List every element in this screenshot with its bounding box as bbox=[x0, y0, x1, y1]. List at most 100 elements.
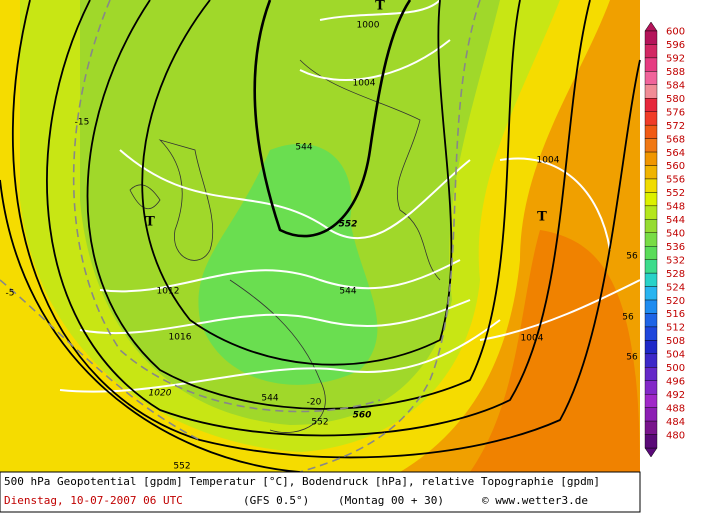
pressure-center-label: T bbox=[145, 215, 155, 230]
colorbar-label: 588 bbox=[666, 67, 685, 78]
colorbar-label: 520 bbox=[666, 296, 685, 307]
colorbar-swatch bbox=[644, 219, 658, 233]
pressure-center-label: T bbox=[537, 210, 547, 225]
footer-description: 500 hPa Geopotential [gpdm] Temperatur [… bbox=[4, 475, 600, 488]
pressure-center-label: T bbox=[375, 0, 385, 14]
colorbar-label: 536 bbox=[666, 242, 685, 253]
colorbar-swatch bbox=[644, 326, 658, 341]
colorbar-label: 516 bbox=[666, 309, 685, 320]
contour-label: 1004 bbox=[521, 334, 544, 344]
colorbar-label: 488 bbox=[666, 403, 685, 414]
colorbar-label: 552 bbox=[666, 188, 685, 199]
colorbar-label: 508 bbox=[666, 336, 685, 347]
colorbar-swatch bbox=[644, 272, 658, 287]
colorbar-swatch bbox=[644, 44, 658, 59]
colorbar-label: 576 bbox=[666, 107, 685, 118]
contour-label: 552 bbox=[339, 220, 358, 230]
contour-label: 544 bbox=[295, 143, 312, 153]
map: T T T 1000 1004 544 552 -15 -5 1012 1016… bbox=[0, 0, 641, 473]
contour-label: -15 bbox=[75, 118, 90, 128]
contour-label: 552 bbox=[311, 418, 328, 428]
colorbar-label: 560 bbox=[666, 161, 685, 172]
coastlines bbox=[129, 59, 441, 433]
colorbar-swatch bbox=[644, 165, 658, 180]
footer-run: (Montag 00 + 30) bbox=[338, 494, 444, 507]
contour-label: 544 bbox=[261, 394, 278, 404]
contour-label: 1004 bbox=[537, 156, 560, 166]
colorbar-label: 600 bbox=[666, 27, 685, 38]
warm-region bbox=[470, 230, 640, 472]
colorbar-swatch bbox=[644, 84, 658, 99]
colorbar-label: 504 bbox=[666, 350, 685, 361]
colorbar-swatch bbox=[644, 30, 658, 45]
colorbar-swatch bbox=[644, 232, 658, 247]
contour-label: 56 bbox=[626, 252, 638, 262]
colorbar-label: 532 bbox=[666, 255, 685, 266]
colorbar-swatch bbox=[644, 340, 658, 355]
contour-label: 56 bbox=[622, 313, 634, 323]
colorbar-label: 540 bbox=[666, 229, 685, 240]
isobars bbox=[59, 0, 641, 393]
colorbar-label: 592 bbox=[666, 54, 685, 65]
colorbar-swatch bbox=[644, 393, 658, 408]
colorbar-swatch bbox=[644, 380, 658, 395]
temperature-lines bbox=[0, 0, 481, 473]
colorbar-label: 564 bbox=[666, 148, 685, 159]
colorbar-swatch bbox=[644, 353, 658, 368]
colorbar-swatch bbox=[644, 313, 658, 328]
contour-label: 1012 bbox=[157, 287, 180, 297]
colorbar-label: 512 bbox=[666, 323, 685, 334]
colorbar-label: 492 bbox=[666, 390, 685, 401]
colorbar-swatch bbox=[644, 71, 658, 86]
colorbar-swatch bbox=[644, 138, 658, 153]
contour-label: 1016 bbox=[169, 333, 192, 343]
colorbar-arrow bbox=[644, 447, 658, 458]
colorbar-label: 524 bbox=[666, 282, 685, 293]
colorbar-label: 568 bbox=[666, 134, 685, 145]
contour-label: 560 bbox=[353, 411, 372, 421]
colorbar-label: 484 bbox=[666, 417, 685, 428]
footer-date: Dienstag, 10-07-2007 06 UTC bbox=[4, 494, 183, 507]
colorbar-swatch bbox=[644, 367, 658, 381]
contour-label: 56 bbox=[626, 353, 638, 363]
colorbar: 600 596 592 588 584 580 576 572 568 564 560 556 552 5… bbox=[644, 21, 685, 458]
colorbar-swatch bbox=[644, 151, 658, 166]
colorbar-swatch bbox=[644, 407, 658, 422]
colorbar-swatch bbox=[644, 98, 658, 112]
contour-label: -5 bbox=[6, 289, 15, 299]
contour-label: 1000 bbox=[357, 21, 380, 31]
footer-copyright: © www.wetter3.de bbox=[482, 494, 588, 507]
colorbar-swatch bbox=[644, 434, 658, 449]
colorbar-swatch bbox=[644, 57, 658, 72]
colorbar-swatch bbox=[644, 299, 658, 314]
contour-label: -20 bbox=[307, 398, 322, 408]
geopotential-lines bbox=[0, 0, 641, 473]
contour-label: 552 bbox=[173, 462, 190, 472]
colorbar-swatch bbox=[644, 124, 658, 139]
colorbar-label: 500 bbox=[666, 363, 685, 374]
colorbar-swatch bbox=[644, 178, 658, 193]
colorbar-swatch bbox=[644, 286, 658, 301]
colorbar-label: 496 bbox=[666, 376, 685, 387]
colorbar-swatch bbox=[644, 259, 658, 274]
colorbar-swatch bbox=[644, 192, 658, 207]
footer-box bbox=[0, 471, 641, 513]
colorbar-swatch bbox=[644, 111, 658, 126]
colorbar-label: 572 bbox=[666, 121, 685, 132]
colorbar-label: 548 bbox=[666, 202, 685, 213]
colorbar-arrow bbox=[644, 21, 658, 32]
footer-model: (GFS 0.5°) bbox=[243, 494, 309, 507]
colorbar-label: 544 bbox=[666, 215, 685, 226]
colorbar-swatch bbox=[644, 246, 658, 260]
colorbar-label: 580 bbox=[666, 94, 685, 105]
contour-label: 1020 bbox=[149, 389, 172, 399]
colorbar-swatch bbox=[644, 420, 658, 435]
colorbar-label: 480 bbox=[666, 430, 685, 441]
contour-label: 544 bbox=[339, 287, 356, 297]
colorbar-label: 584 bbox=[666, 81, 685, 92]
colorbar-label: 556 bbox=[666, 175, 685, 186]
colorbar-label: 596 bbox=[666, 40, 685, 51]
colorbar-label: 528 bbox=[666, 269, 685, 280]
